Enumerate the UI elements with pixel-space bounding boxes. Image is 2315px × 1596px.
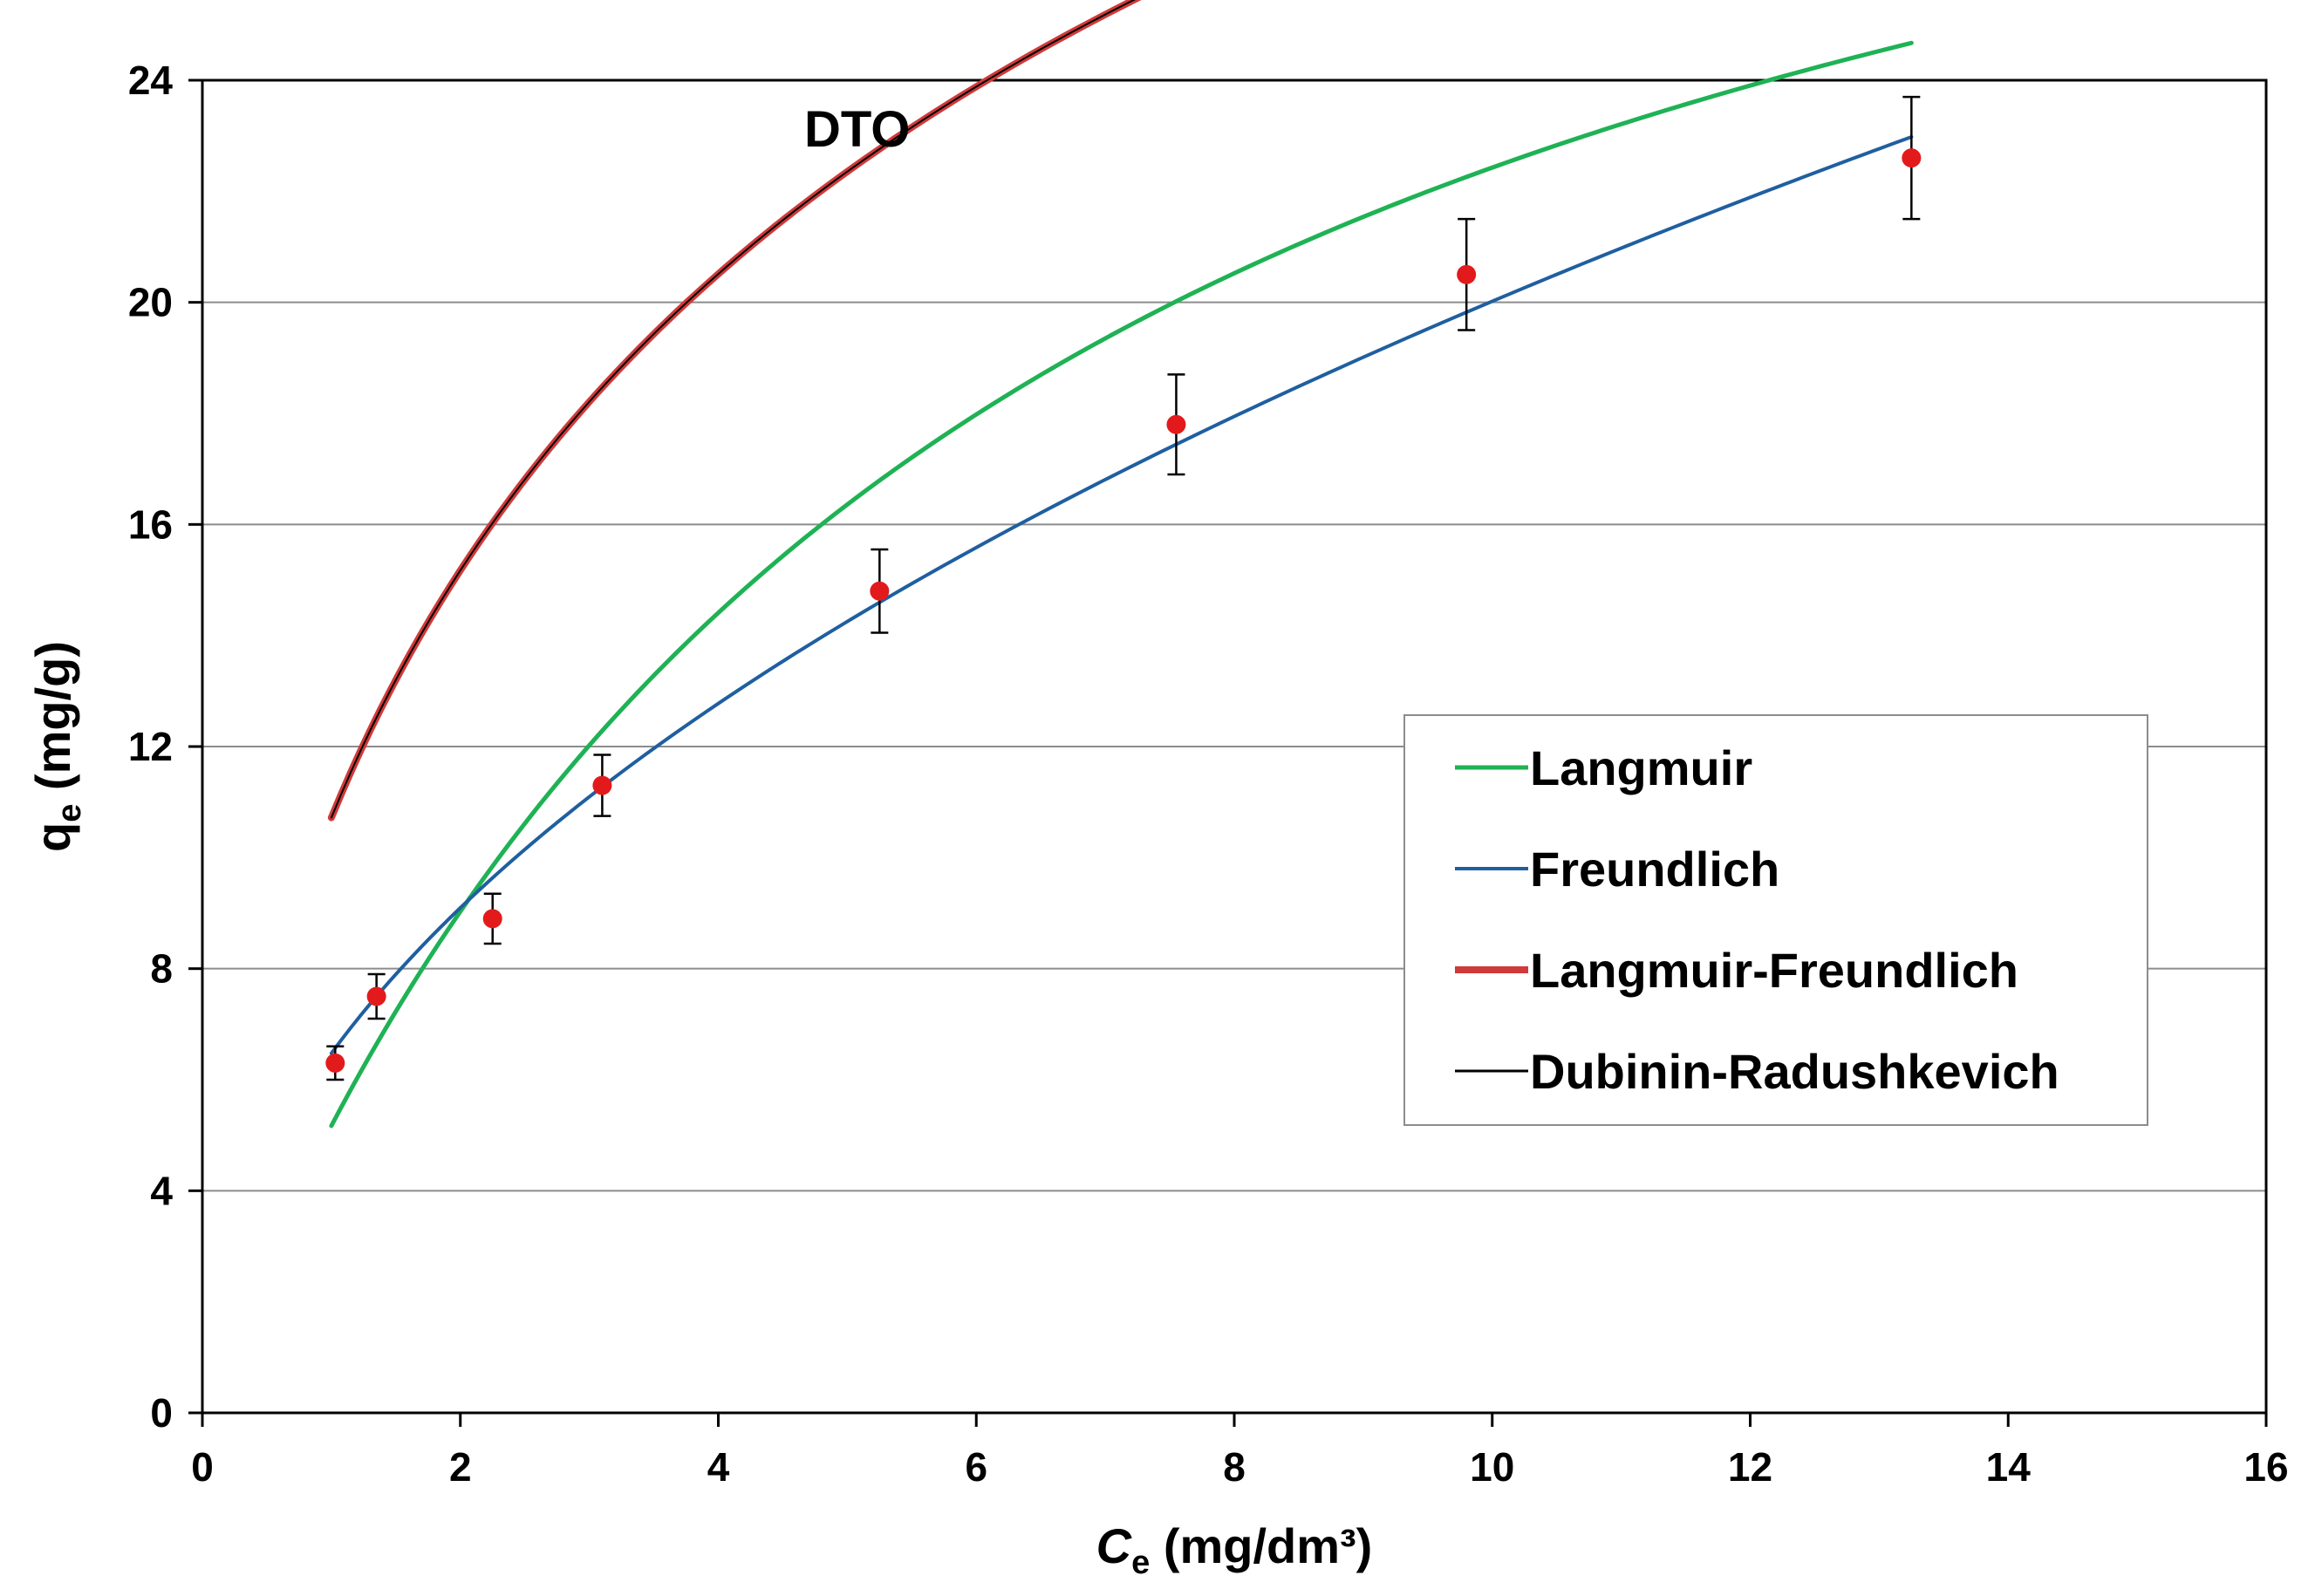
x-tick-label: 10 bbox=[1470, 1444, 1514, 1490]
y-axis-title-subscript: e bbox=[51, 804, 88, 822]
y-tick-label: 16 bbox=[128, 501, 173, 547]
x-tick-label: 12 bbox=[1728, 1444, 1772, 1490]
x-tick-label: 4 bbox=[707, 1444, 730, 1490]
data-points bbox=[325, 148, 1922, 1073]
data-point bbox=[592, 775, 612, 795]
data-point bbox=[1166, 414, 1186, 434]
y-axis-title-symbol: q bbox=[25, 822, 80, 852]
series-line-langmuir bbox=[329, 40, 1914, 1129]
legend-label: Langmuir bbox=[1530, 740, 1752, 795]
series-line-freundlich bbox=[329, 134, 1914, 1055]
y-tick-label: 4 bbox=[150, 1168, 173, 1213]
x-tick-label: 16 bbox=[2243, 1444, 2288, 1490]
x-axis-title: Ce (mg/dm³) bbox=[1096, 1518, 1373, 1581]
y-tick-label: 12 bbox=[128, 724, 173, 769]
x-axis-title-symbol: C bbox=[1096, 1518, 1133, 1573]
legend: Langmuir Freundlich Langmuir-Freundlich Dub… bbox=[1403, 714, 2148, 1126]
legend-box bbox=[1403, 714, 2148, 1126]
legend-label: Langmuir-Freundlich bbox=[1530, 943, 2018, 998]
model-curves bbox=[327, 0, 1914, 1129]
y-tick-label: 20 bbox=[128, 280, 173, 325]
data-point bbox=[1457, 264, 1477, 284]
legend-label: Freundlich bbox=[1530, 842, 1779, 897]
x-tick-label: 14 bbox=[1986, 1444, 2032, 1490]
chart-annotation: DTO bbox=[804, 101, 910, 158]
x-tick-label: 2 bbox=[449, 1444, 472, 1490]
x-axis-title-unit: (mg/dm³) bbox=[1150, 1518, 1372, 1573]
data-point bbox=[1902, 148, 1922, 168]
y-tick-label: 8 bbox=[150, 946, 173, 992]
data-point bbox=[870, 581, 890, 601]
data-point bbox=[325, 1053, 345, 1073]
y-tick-label: 0 bbox=[150, 1390, 173, 1436]
x-tick-label: 6 bbox=[965, 1444, 987, 1490]
data-point bbox=[366, 986, 386, 1006]
y-axis-title-unit: (mg/g) bbox=[25, 641, 80, 804]
x-axis-ticks: 0 2 4 6 8 10 12 14 16 bbox=[191, 1413, 2289, 1490]
x-tick-label: 8 bbox=[1223, 1444, 1246, 1490]
series-line-dubinin-radushkevich bbox=[330, 0, 1136, 819]
legend-label: Dubinin-Radushkevich bbox=[1530, 1044, 2059, 1099]
y-axis-ticks: 0 4 8 12 16 20 24 bbox=[128, 58, 202, 1436]
x-tick-label: 0 bbox=[191, 1444, 214, 1490]
x-axis-title-subscript: e bbox=[1131, 1545, 1150, 1581]
y-tick-label: 24 bbox=[128, 58, 174, 103]
data-point bbox=[482, 909, 502, 929]
y-axis-title: qe (mg/g) bbox=[25, 641, 88, 852]
